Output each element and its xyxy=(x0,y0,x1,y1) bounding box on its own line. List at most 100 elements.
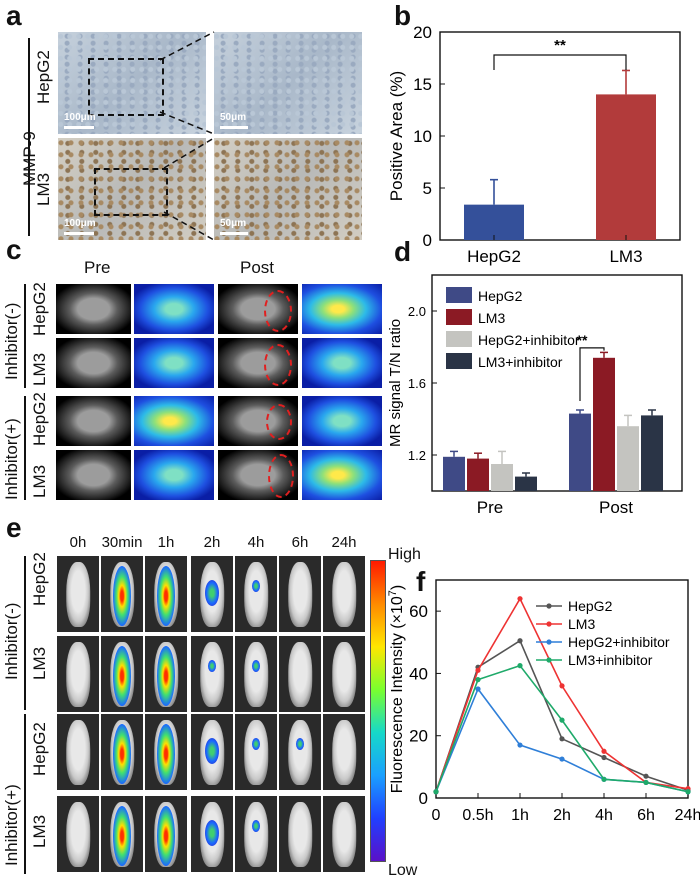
group-bracket xyxy=(24,714,26,874)
bioluminescence-mouse-image xyxy=(57,714,99,790)
y-tick-label: 5 xyxy=(423,179,432,198)
fluorescence-signal xyxy=(252,580,260,592)
row-label-e-3: HepG2 xyxy=(30,722,49,776)
data-point xyxy=(475,667,481,673)
bar xyxy=(617,426,639,491)
ihc-lm3-high: 50μm xyxy=(214,138,362,240)
mri-post-heatmap xyxy=(302,396,382,446)
data-point xyxy=(685,789,691,795)
data-point xyxy=(517,663,523,669)
y-tick-label: 0 xyxy=(423,231,432,250)
group-label-inhibitor-minus-c: Inhibitor(-) xyxy=(2,302,21,380)
data-point xyxy=(643,779,649,786)
legend-swatch xyxy=(446,309,472,325)
data-point xyxy=(559,756,565,762)
mouse-body xyxy=(288,562,312,628)
timepoint-label: 4h xyxy=(247,534,265,551)
bar xyxy=(641,415,663,491)
y-axis-label: Fluorescence Intensity (×107) xyxy=(387,585,406,793)
group-bracket xyxy=(24,556,26,710)
fluorescence-signal xyxy=(205,738,219,764)
ihc-hepg2-high: 50μm xyxy=(214,32,362,134)
mouse-body xyxy=(66,562,90,628)
bioluminescence-mouse-image xyxy=(235,796,277,872)
group-label-inhibitor-plus-e: Inhibitor(+) xyxy=(2,784,21,866)
scale-bar xyxy=(64,126,94,129)
mouse-body xyxy=(332,802,356,868)
chart-b: 0 5 10 15 20 HepG2 LM3 ** Positive Area (%) xyxy=(387,23,681,266)
bioluminescence-mouse-image xyxy=(235,714,277,790)
bioluminescence-mouse-image xyxy=(145,556,187,632)
row-label-c-1: HepG2 xyxy=(30,282,49,336)
row-label-c-2: LM3 xyxy=(30,352,49,386)
legend-swatch xyxy=(446,287,472,303)
mri-pre xyxy=(56,396,131,446)
legend-marker xyxy=(546,603,552,609)
bioluminescence-mouse-image xyxy=(191,714,233,790)
legend-marker xyxy=(546,657,552,663)
bioluminescence-mouse-image xyxy=(323,714,365,790)
mouse-body xyxy=(244,642,268,708)
zoom-box xyxy=(94,168,168,216)
fluorescence-signal xyxy=(252,738,260,750)
y-axis-label: MR signal T/N ratio xyxy=(387,319,404,447)
y-tick-label: 2.0 xyxy=(408,304,426,319)
fluorescence-signal xyxy=(157,566,175,626)
mri-post xyxy=(218,338,298,388)
bioluminescence-mouse-image xyxy=(101,714,143,790)
row-label-e-1: HepG2 xyxy=(30,552,49,606)
mouse-body xyxy=(332,720,356,786)
mri-post xyxy=(218,396,298,446)
mri-pre xyxy=(56,338,131,388)
panel-letter-b: b xyxy=(394,0,412,31)
bioluminescence-mouse-image xyxy=(101,556,143,632)
significance-label: ** xyxy=(554,37,566,54)
bioluminescence-mouse-image xyxy=(235,636,277,712)
data-point xyxy=(601,776,607,782)
bioluminescence-mouse-image xyxy=(323,556,365,632)
zoom-box xyxy=(88,58,164,116)
fluorescence-signal xyxy=(205,820,219,846)
mmp9-bracket xyxy=(28,38,30,236)
data-point xyxy=(601,754,607,761)
row-label-e-2: LM3 xyxy=(30,646,49,680)
zoom-connectors xyxy=(159,31,215,241)
bioluminescence-mouse-image xyxy=(279,714,321,790)
chart-d: 1.2 1.6 2.0 Pre Post ** HepG2 LM3 HepG2+inhibito… xyxy=(387,274,683,517)
data-point xyxy=(601,748,607,754)
tumor-outline xyxy=(268,454,294,498)
row-label-e-4: LM3 xyxy=(30,814,49,848)
data-point xyxy=(559,717,565,723)
mouse-body xyxy=(332,642,356,708)
panel-letter-d: d xyxy=(394,236,412,267)
scale-label: 50μm xyxy=(220,112,247,123)
x-tick-label: 0.5h xyxy=(462,807,493,824)
data-point xyxy=(559,683,565,689)
x-tick-label: 6h xyxy=(637,807,655,824)
bar-lm3 xyxy=(596,94,656,241)
colorbar-low-label: Low xyxy=(388,862,418,879)
data-point xyxy=(517,742,523,748)
fluorescence-signal xyxy=(205,580,219,606)
bioluminescence-mouse-image xyxy=(145,714,187,790)
fluorescence-signal xyxy=(208,660,216,672)
y-tick-label: 20 xyxy=(409,727,428,746)
bar xyxy=(515,476,537,491)
y-tick-label: 1.2 xyxy=(408,448,426,463)
bioluminescence-mouse-image xyxy=(235,556,277,632)
bioluminescence-mouse-image xyxy=(191,556,233,632)
group-bracket xyxy=(24,396,26,500)
scale-label: 100μm xyxy=(64,218,96,229)
timepoint-label: 2h xyxy=(203,534,221,551)
y-tick-label: 15 xyxy=(413,75,432,94)
mouse-body xyxy=(244,562,268,628)
panel-letter-e: e xyxy=(6,512,22,543)
bioluminescence-mouse-image xyxy=(57,556,99,632)
fluorescence-colorbar xyxy=(370,560,386,862)
bioluminescence-mouse-image xyxy=(101,636,143,712)
significance-bracket xyxy=(579,347,605,401)
timepoint-label: 30min xyxy=(101,534,143,551)
chart-f: 0 20 40 60 0 0.5h 1h 2h 4h 6h 24h HepG2 LM3 HepG2+inh… xyxy=(387,579,700,824)
bioluminescence-mouse-image xyxy=(279,636,321,712)
bar xyxy=(443,456,465,491)
